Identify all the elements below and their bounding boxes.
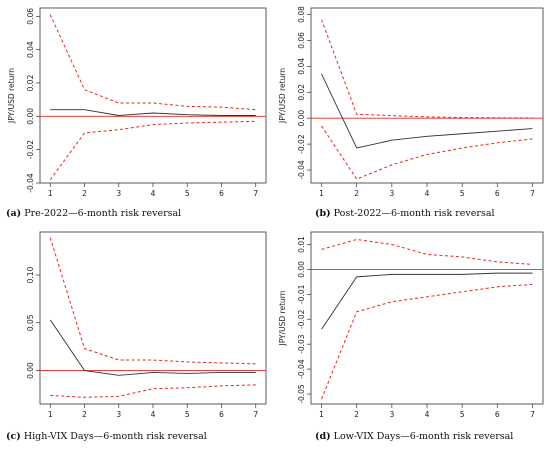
- y-tick-label-c: 0.10: [26, 266, 35, 283]
- x-tick-label-a: 2: [82, 189, 87, 198]
- upper-band-d: [321, 238, 533, 265]
- y-tick-label-b: -0.02: [297, 134, 306, 154]
- y-tick-label-a: 0.00: [26, 108, 35, 125]
- x-tick-label-b: 7: [530, 189, 535, 198]
- x-tick-label-d: 5: [460, 410, 465, 419]
- x-tick-label-c: 4: [151, 410, 156, 419]
- x-tick-label-d: 6: [495, 410, 500, 419]
- caption-b: (b) Post-2022—6-month risk reversal: [315, 208, 495, 219]
- y-tick-label-c: 0.05: [26, 314, 35, 331]
- x-tick-label-b: 4: [425, 189, 430, 198]
- x-tick-label-c: 7: [253, 410, 258, 419]
- y-tick-label-a: -0.02: [26, 140, 35, 160]
- plot-frame-d: [310, 231, 544, 405]
- lower-band-b: [321, 125, 533, 180]
- chart-a: 1 2 3 4 5 6 7 -0.04 -0.02 0.00 0.02 0.04 0.06 JPY/USD…: [7, 7, 267, 198]
- caption-c-text: High-VIX Days—6-month risk reversal: [23, 431, 207, 442]
- chart-c: 1 2 3 4 5 6 7 0.00 0.05 0.10: [26, 231, 267, 419]
- y-tick-label-b: -0.04: [297, 160, 306, 180]
- x-tick-label-c: 2: [82, 410, 87, 419]
- upper-band-a: [49, 14, 256, 111]
- caption-d: (d) Low-VIX Days—6-month risk reversal: [315, 431, 513, 442]
- panel-c: 1 2 3 4 5 6 7 0.00 0.05 0.10 (c) High-VIX Days—6-…: [0, 224, 275, 449]
- chart-d: 1 2 3 4 5 6 7 -0.05 -0.04 -0.03 -0.02 -0.01 0.00 0.01…: [278, 231, 544, 419]
- y-tick-label-b: 0.08: [297, 6, 306, 23]
- x-tick-label-c: 6: [219, 410, 224, 419]
- irf-line-b: [321, 73, 533, 149]
- plot-frame-b: [310, 7, 544, 184]
- chart-b: 1 2 3 4 5 6 7 -0.04 -0.02 0.00 0.02 0.04 0.06 0.08 JPY…: [278, 6, 544, 198]
- upper-band-c: [49, 237, 256, 365]
- x-tick-label-b: 2: [354, 189, 359, 198]
- y-tick-label-d: 0.00: [297, 261, 306, 278]
- x-tick-label-a: 4: [151, 189, 156, 198]
- caption-d-text: Low-VIX Days—6-month risk reversal: [333, 431, 514, 442]
- caption-d-label: (d): [315, 431, 331, 442]
- x-tick-label-c: 3: [116, 410, 121, 419]
- x-tick-label-b: 5: [460, 189, 465, 198]
- plot-frame-c: [39, 231, 267, 405]
- lower-band-a: [49, 120, 256, 180]
- x-tick-label-d: 4: [425, 410, 430, 419]
- x-tick-label-d: 1: [319, 410, 324, 419]
- caption-a-text: Pre-2022—6-month risk reversal: [24, 208, 182, 219]
- y-tick-label-b: 0.06: [297, 32, 306, 49]
- x-tick-label-d: 7: [530, 410, 535, 419]
- x-tick-label-a: 3: [116, 189, 121, 198]
- x-tick-label-b: 1: [319, 189, 324, 198]
- y-tick-label-d: -0.03: [297, 334, 306, 354]
- y-axis-title-d: JPY/USD return: [278, 290, 287, 346]
- y-tick-label-a: 0.02: [26, 74, 35, 91]
- caption-c: (c) High-VIX Days—6-month risk reversal: [6, 431, 207, 442]
- caption-a: (a) Pre-2022—6-month risk reversal: [6, 208, 181, 219]
- y-tick-label-d: -0.01: [297, 284, 306, 304]
- y-tick-label-c: 0.00: [26, 362, 35, 379]
- y-tick-label-b: 0.02: [297, 84, 306, 101]
- caption-b-text: Post-2022—6-month risk reversal: [333, 208, 495, 219]
- y-tick-label-a: -0.04: [26, 173, 35, 193]
- x-tick-label-a: 5: [185, 189, 190, 198]
- x-tick-label-a: 7: [253, 189, 258, 198]
- irf-line-c: [49, 319, 256, 376]
- plot-frame-a: [39, 7, 267, 184]
- x-tick-label-b: 6: [495, 189, 500, 198]
- lower-band-c: [50, 384, 256, 398]
- y-tick-label-a: 0.06: [26, 8, 35, 25]
- x-tick-label-b: 3: [389, 189, 394, 198]
- y-tick-label-a: 0.04: [26, 41, 35, 58]
- x-tick-label-a: 6: [219, 189, 224, 198]
- y-tick-label-d: -0.05: [297, 384, 306, 404]
- y-axis-title-b: JPY/USD return: [278, 68, 287, 124]
- irf-line-d: [321, 272, 533, 330]
- x-tick-label-c: 1: [48, 410, 53, 419]
- x-tick-label-a: 1: [48, 189, 53, 198]
- y-tick-label-d: 0.01: [297, 236, 306, 253]
- panel-a: 1 2 3 4 5 6 7 -0.04 -0.02 0.00 0.02 0.04 0.06 JPY/USD…: [0, 0, 275, 224]
- lower-band-d: [321, 283, 533, 400]
- x-tick-label-d: 3: [389, 410, 394, 419]
- caption-a-label: (a): [6, 208, 22, 219]
- y-tick-label-b: 0.04: [297, 58, 306, 75]
- x-tick-label-c: 5: [185, 410, 190, 419]
- y-axis-title-a: JPY/USD return: [7, 68, 16, 124]
- caption-b-label: (b): [315, 208, 331, 219]
- panel-d: 1 2 3 4 5 6 7 -0.05 -0.04 -0.03 -0.02 -0.01 0.00 0.01…: [275, 224, 550, 449]
- irf-line-a: [50, 109, 256, 116]
- x-tick-label-d: 2: [354, 410, 359, 419]
- y-tick-label-d: -0.04: [297, 359, 306, 379]
- y-tick-label-b: 0.00: [297, 110, 306, 127]
- y-tick-label-d: -0.02: [297, 309, 306, 329]
- caption-c-label: (c): [6, 431, 21, 442]
- upper-band-b: [321, 19, 533, 119]
- panel-b: 1 2 3 4 5 6 7 -0.04 -0.02 0.00 0.02 0.04 0.06 0.08 JPY…: [275, 0, 550, 224]
